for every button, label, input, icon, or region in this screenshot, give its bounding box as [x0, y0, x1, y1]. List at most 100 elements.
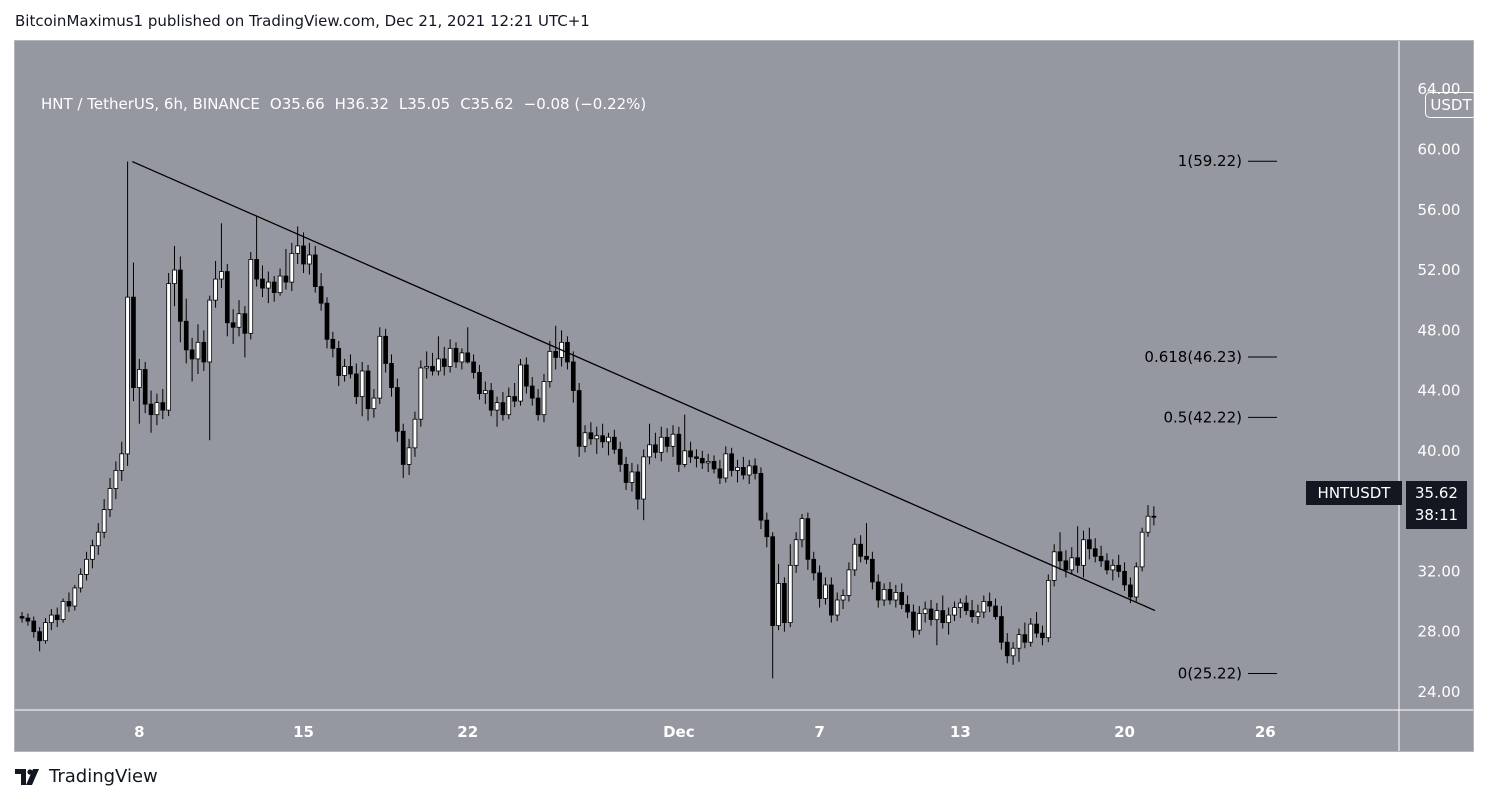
- candle-body: [664, 436, 670, 447]
- candle-body: [846, 569, 852, 596]
- candle-body: [66, 601, 72, 607]
- candle-body: [19, 616, 25, 619]
- candle-body: [113, 470, 119, 489]
- candle-body: [172, 269, 177, 284]
- chart-frame[interactable]: 1(59.22) 0.618(46.23) 0.5(42.22) 0(25.22) 2…: [14, 40, 1477, 752]
- candle-body: [1034, 623, 1039, 634]
- tradingview-logo[interactable]: TradingView: [15, 766, 158, 787]
- symbol-title: HNT / TetherUS, 6h, BINANCE: [41, 95, 260, 113]
- candle-body: [471, 361, 476, 373]
- candle-body: [1092, 548, 1098, 557]
- candle-body: [834, 599, 840, 616]
- candle-body: [348, 366, 353, 375]
- candle-body: [1010, 647, 1016, 657]
- descending-trendline: [132, 160, 1156, 612]
- candle-body: [1139, 531, 1145, 568]
- candle-body: [1057, 551, 1063, 562]
- candle-body: [389, 363, 394, 388]
- x-tick-label: 22: [457, 723, 478, 741]
- candle-body: [735, 467, 740, 471]
- candle-body: [84, 558, 89, 575]
- candle-body: [899, 592, 905, 605]
- candle-body: [54, 614, 60, 620]
- candle-body: [260, 278, 265, 289]
- candle-body: [682, 450, 688, 465]
- y-tick-label: 44.00: [1418, 382, 1461, 400]
- candle-body: [711, 460, 717, 470]
- candle-body: [72, 587, 78, 607]
- candle-body: [371, 397, 377, 410]
- candle-body: [312, 254, 318, 288]
- candle-body: [1028, 623, 1034, 643]
- close-label: C: [460, 95, 471, 113]
- candle-body: [729, 453, 734, 471]
- candle-body: [465, 352, 471, 363]
- candle-body: [295, 245, 300, 254]
- x-tick-label: Dec: [663, 723, 695, 741]
- candle-body: [799, 518, 805, 541]
- candle-body: [359, 370, 365, 397]
- candle-body: [230, 322, 236, 328]
- candle-body: [600, 435, 605, 443]
- candle-body: [271, 281, 277, 294]
- candle-body: [307, 254, 312, 265]
- candle-body: [764, 519, 770, 538]
- candle-body: [160, 402, 166, 411]
- candle-body: [189, 349, 195, 360]
- candle-body: [406, 447, 412, 465]
- candle-body: [324, 302, 330, 340]
- candle-body: [1087, 539, 1092, 550]
- candle-body: [952, 607, 957, 616]
- candle-body: [576, 390, 582, 447]
- y-tick-label: 56.00: [1418, 201, 1461, 219]
- candle-body: [975, 611, 981, 617]
- candle-body: [946, 614, 951, 624]
- candle-body: [653, 444, 658, 453]
- candle-body: [207, 299, 213, 363]
- price-chart[interactable]: 1(59.22) 0.618(46.23) 0.5(42.22) 0(25.22) 2…: [15, 41, 1473, 751]
- candle-body: [606, 436, 611, 443]
- candle-body: [958, 602, 963, 608]
- candle-body: [817, 572, 822, 599]
- candle-body: [459, 352, 465, 363]
- candle-body: [107, 488, 113, 511]
- candle-body: [905, 604, 910, 613]
- candle-body: [430, 366, 435, 372]
- candle-body: [594, 435, 600, 440]
- candle-body: [318, 286, 324, 304]
- x-tick-label: 7: [814, 723, 824, 741]
- candle-body: [870, 558, 875, 583]
- candle-body: [377, 335, 383, 399]
- candle-body: [858, 543, 863, 557]
- candle-body: [805, 518, 811, 560]
- candle-body: [535, 397, 541, 416]
- candle-body: [676, 433, 682, 465]
- chart-background: [15, 41, 1473, 751]
- close-value: 35.62: [470, 95, 514, 113]
- candle-body: [752, 465, 758, 474]
- candle-body: [148, 403, 154, 416]
- candle-body: [987, 601, 992, 607]
- low-value: 35.05: [407, 95, 451, 113]
- candle-body: [658, 436, 664, 453]
- currency-button[interactable]: USDT: [1425, 92, 1477, 118]
- candle-body: [723, 453, 729, 479]
- y-tick-label: 32.00: [1418, 562, 1461, 580]
- candle-body: [266, 281, 271, 289]
- candle-body: [529, 385, 535, 399]
- candle-body: [840, 595, 846, 601]
- candle-body: [524, 364, 529, 387]
- candle-body: [254, 259, 259, 280]
- candle-body: [95, 531, 101, 547]
- candle-body: [547, 350, 553, 382]
- candle-body: [928, 608, 934, 620]
- candle-body: [418, 367, 424, 420]
- candle-body: [670, 433, 676, 447]
- x-tick-label: 20: [1114, 723, 1135, 741]
- candle-body: [183, 320, 189, 351]
- candle-body: [1128, 584, 1133, 598]
- candle-body: [242, 313, 248, 334]
- candle-body: [629, 471, 635, 483]
- y-tick-label: 52.00: [1418, 261, 1461, 279]
- candle-body: [119, 453, 125, 471]
